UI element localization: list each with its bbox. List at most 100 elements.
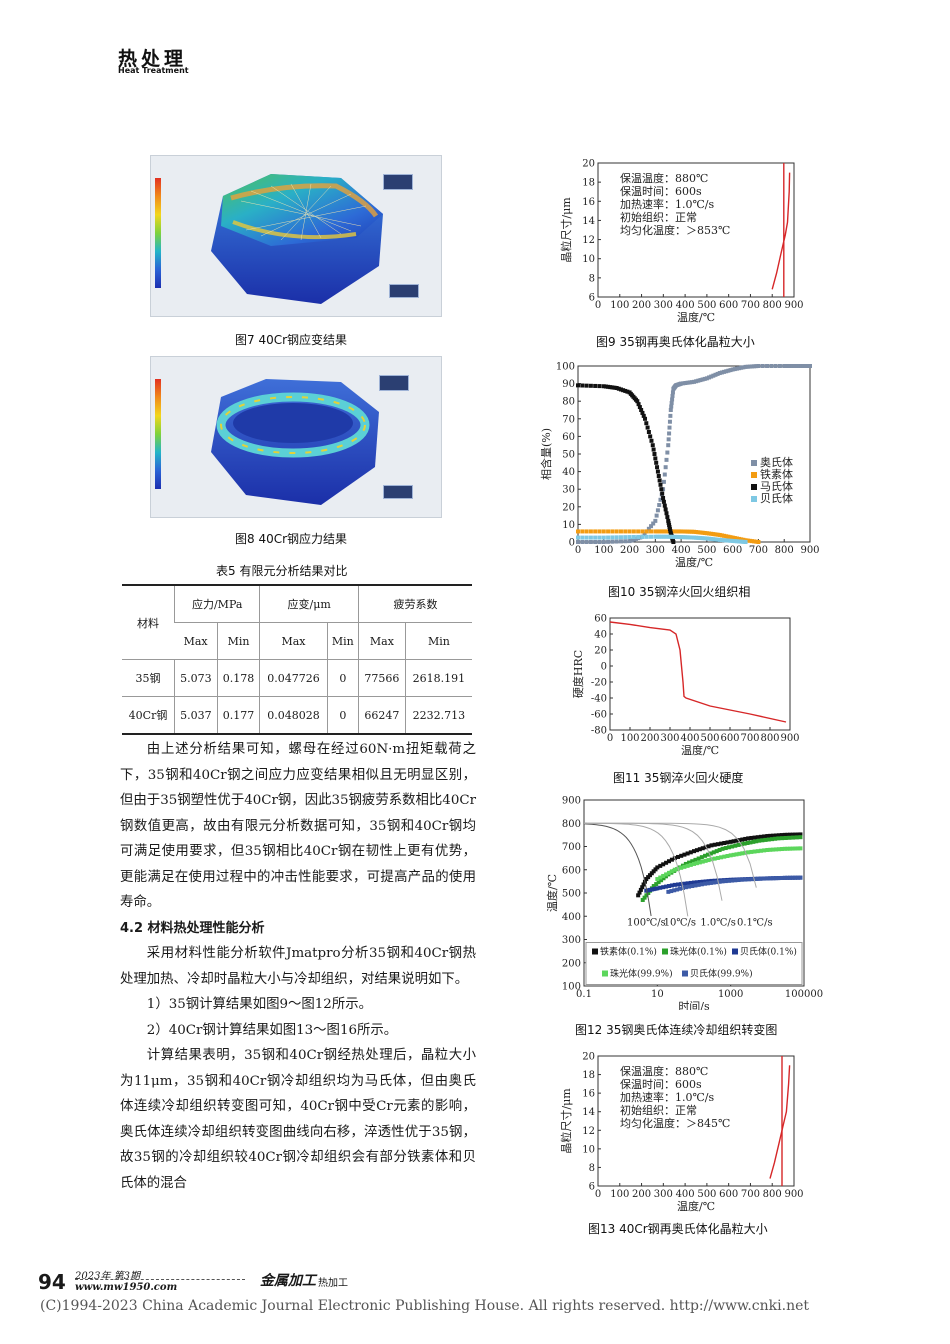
data-point: [666, 859, 671, 864]
data-point: [758, 834, 763, 839]
data-point: [681, 535, 686, 540]
data-point: [623, 535, 628, 540]
data-point: [715, 371, 720, 376]
cell-strain-min: 0: [326, 696, 359, 735]
data-point: [670, 393, 675, 398]
x-tick-label: 600: [720, 733, 739, 744]
x-tick-label: 900: [784, 300, 803, 311]
data-point: [652, 452, 657, 456]
data-point: [704, 531, 709, 536]
data-point: [782, 832, 787, 837]
data-point: [776, 847, 781, 852]
data-point: [580, 383, 585, 388]
data-point: [758, 848, 763, 853]
data-point: [601, 535, 606, 540]
data-point: [724, 534, 729, 539]
data-point: [736, 842, 741, 847]
data-point: [690, 884, 695, 889]
data-point: [576, 529, 580, 534]
data-point: [715, 855, 720, 860]
data-point: [655, 865, 660, 870]
fig11-chart: 0 100 200 300 400 500 600 700 800 900-80-60-40-20…: [571, 614, 800, 758]
data-point: [588, 535, 593, 540]
y-tick-label: 14: [582, 216, 595, 227]
data-point: [696, 882, 701, 887]
data-point: [667, 431, 672, 436]
data-point: [661, 873, 666, 878]
data-point: [618, 535, 623, 540]
data-point: [666, 534, 671, 539]
th-strain: 应变/μm: [259, 584, 359, 623]
x-tick-label: 700: [740, 733, 759, 744]
x-tick-label: 0: [607, 733, 613, 744]
data-point: [689, 535, 694, 540]
data-point: [765, 847, 770, 852]
data-point: [668, 529, 673, 534]
x-axis-label: 温度/℃: [675, 555, 713, 569]
data-point: [649, 438, 654, 443]
data-point: [651, 447, 656, 452]
data-point: [643, 416, 648, 421]
data-point: [703, 858, 708, 863]
series-line: [771, 172, 791, 290]
data-point: [719, 533, 724, 538]
data-point: [745, 538, 750, 543]
data-point: [627, 529, 632, 534]
y-tick-label: 70: [562, 414, 575, 425]
paragraph: 2）40Cr钢计算结果如图13～图16所示。: [146, 1022, 398, 1038]
chart-annotation: 初始组织：正常: [620, 210, 697, 224]
data-point: [765, 834, 770, 839]
data-point: [734, 539, 739, 544]
data-point: [769, 837, 774, 842]
data-point: [760, 838, 765, 843]
data-point: [679, 535, 684, 540]
data-point: [731, 852, 736, 857]
data-point: [713, 537, 718, 542]
data-point: [717, 532, 722, 537]
data-point: [667, 425, 672, 430]
data-point: [629, 538, 634, 543]
data-point: [700, 530, 705, 535]
data-point: [739, 842, 744, 847]
data-point: [702, 530, 707, 535]
y-tick-label: 16: [582, 197, 595, 208]
data-point: [642, 532, 647, 537]
legend-swatch: [592, 948, 598, 955]
x-tick-label: 1000: [718, 989, 743, 1000]
data-point: [728, 839, 733, 844]
cooling-curve: [583, 823, 652, 917]
data-point: [717, 371, 722, 376]
plot-frame: [597, 162, 795, 298]
data-point: [646, 891, 651, 895]
data-point: [610, 535, 615, 540]
data-point: [707, 531, 712, 536]
data-point: [715, 537, 720, 542]
data-point: [627, 539, 632, 544]
data-point: [711, 373, 716, 378]
data-point: [768, 876, 773, 881]
data-point: [768, 833, 773, 838]
data-point: [584, 540, 589, 544]
fig12-chart: 0.1 10 1000 100000 100 200 300 400 500 600 700 800 9…: [545, 796, 823, 1011]
data-point: [768, 847, 773, 852]
data-point: [700, 536, 705, 541]
data-point: [644, 421, 649, 426]
data-point: [687, 380, 692, 385]
data-point: [580, 535, 585, 540]
data-point: [663, 465, 668, 470]
data-point: [732, 367, 737, 372]
data-point: [576, 540, 580, 544]
plot-frame: [609, 617, 791, 731]
y-tick-label: 0: [569, 538, 575, 549]
th-max: Max: [174, 622, 218, 660]
page-number: 94: [38, 1270, 66, 1294]
data-point: [749, 835, 754, 840]
data-point: [580, 529, 585, 534]
cell-stress-max: 5.073: [174, 659, 218, 697]
data-point: [702, 376, 707, 381]
legend-swatch: [751, 496, 757, 502]
data-point: [798, 832, 803, 837]
data-point: [722, 533, 727, 538]
fig8-colorbar: [155, 379, 161, 489]
data-point: [734, 852, 739, 857]
